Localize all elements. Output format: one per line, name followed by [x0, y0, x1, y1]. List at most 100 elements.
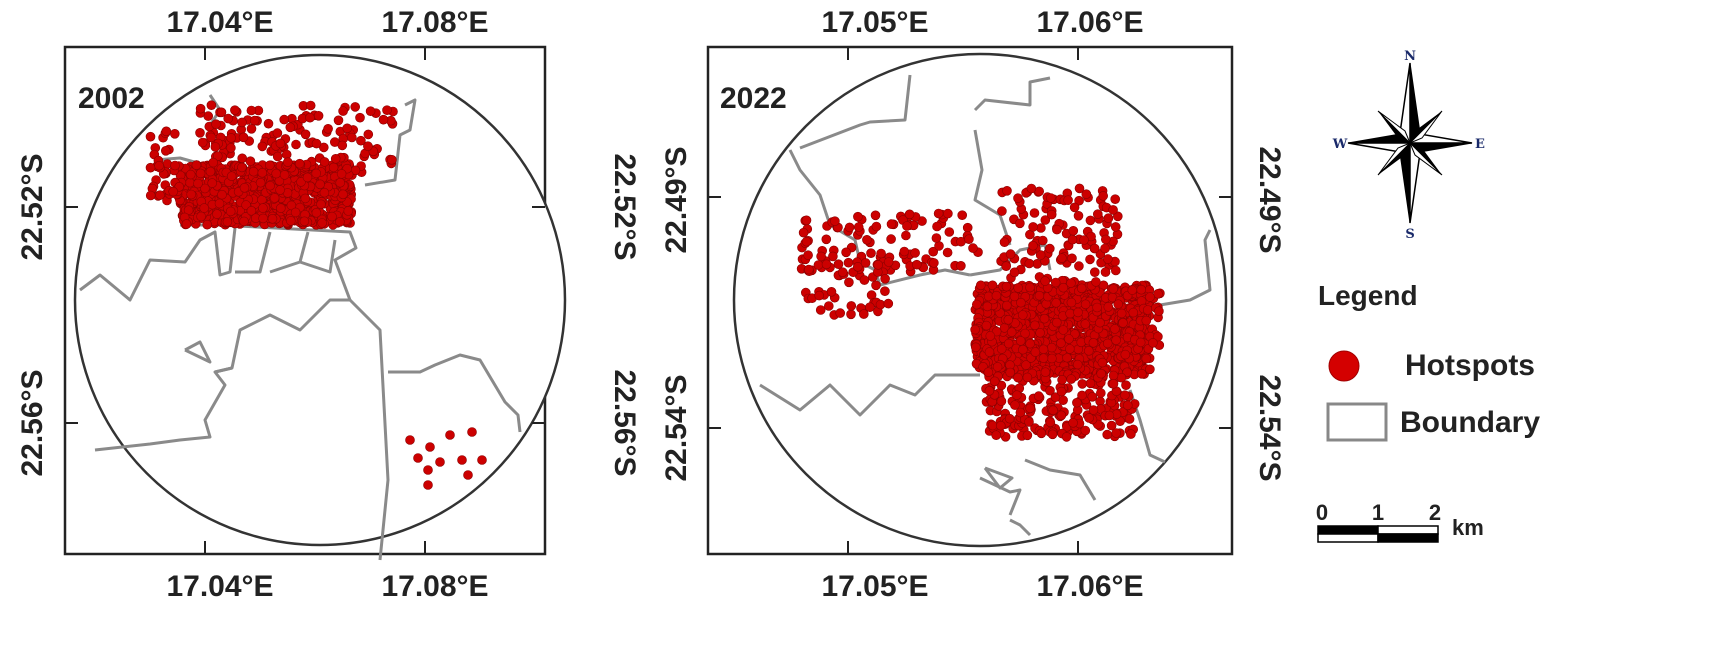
hotspot-point	[335, 217, 345, 227]
bottom-tick-label: 17.05°E	[821, 570, 928, 603]
hotspot-point	[275, 138, 286, 149]
hotspot-point	[1108, 370, 1119, 381]
panel-year-label: 2022	[720, 82, 787, 115]
hotspot-point	[929, 258, 939, 268]
hotspot-point	[1108, 284, 1119, 294]
hotspot-point	[1010, 400, 1020, 410]
hotspot-point	[1067, 253, 1077, 264]
hotspot-point	[870, 210, 881, 221]
hotspot-point	[343, 206, 354, 216]
hotspot-point	[279, 114, 290, 125]
hotspot-point	[987, 280, 998, 291]
boundary-swatch-icon	[1326, 402, 1388, 442]
hotspot-point	[931, 233, 942, 243]
hotspot-point	[1021, 360, 1031, 370]
hotspot-point	[239, 183, 250, 193]
scale-label: 2	[1429, 500, 1441, 525]
hotspot-point	[335, 177, 346, 188]
hotspot-point	[815, 305, 826, 315]
top-tick-label: 17.08°E	[381, 6, 488, 39]
hotspot-point	[1050, 277, 1061, 288]
hotspot-point	[1101, 234, 1111, 245]
hotspot-point	[275, 203, 286, 213]
hotspot-point	[300, 129, 311, 140]
compass-w-label: W	[1332, 137, 1348, 152]
hotspot-point	[1062, 352, 1072, 363]
hotspot-point	[467, 427, 477, 437]
hotspot-point	[1100, 243, 1110, 254]
hotspot-point	[193, 178, 203, 189]
hotspot-point	[860, 258, 871, 268]
hotspot-point	[257, 168, 268, 178]
hotspot-point	[999, 237, 1010, 247]
hotspot-point	[1088, 337, 1099, 348]
hotspot-point	[195, 103, 206, 114]
hotspot-point	[275, 185, 285, 195]
hotspot-point	[170, 129, 180, 139]
hotspot-point	[1045, 385, 1055, 396]
hotspot-point	[1068, 226, 1079, 236]
hotspot-point	[222, 217, 233, 227]
hotspot-point	[206, 132, 216, 143]
hotspot-point	[185, 169, 196, 180]
hotspot-point	[928, 246, 939, 257]
hotspot-point	[1024, 258, 1035, 269]
hotspot-point	[1056, 386, 1067, 397]
hotspot-point	[248, 166, 259, 177]
hotspot-point	[365, 106, 376, 116]
hotspot-point	[1052, 224, 1062, 235]
hotspot-point	[225, 206, 236, 217]
hotspot-point	[1097, 357, 1108, 368]
hotspot-point	[319, 187, 330, 198]
hotspot-point	[249, 115, 260, 126]
map-panel-2022: 2022 17.05°E 17.06°E 17.05°E 17.06°E 22.…	[660, 6, 1286, 603]
hotspot-point	[1036, 428, 1047, 439]
hotspot-point	[962, 222, 973, 233]
hotspot-point	[1091, 277, 1101, 287]
hotspot-point	[239, 216, 249, 227]
hotspot-point	[1120, 390, 1130, 401]
hotspot-point	[932, 221, 942, 232]
hotspot-point	[423, 465, 433, 475]
hotspot-point	[996, 396, 1007, 407]
hotspot-point	[823, 301, 834, 311]
hotspot-point	[356, 135, 366, 146]
hotspot-point	[267, 214, 278, 224]
hotspot-point	[1153, 331, 1163, 342]
hotspot-point	[1024, 417, 1034, 427]
hotspot-point	[1001, 281, 1012, 292]
hotspot-point	[1033, 391, 1044, 401]
hotspot-point	[1058, 325, 1069, 335]
hotspot-point	[971, 299, 982, 310]
hotspot-point	[1038, 235, 1048, 246]
hotspot-point	[200, 183, 210, 194]
hotspot-point	[206, 100, 217, 110]
hotspot-point	[378, 114, 389, 125]
hotspot-point	[858, 309, 869, 319]
bottom-tick-label: 17.08°E	[381, 570, 488, 603]
hotspot-point	[161, 126, 172, 137]
hotspot-point	[1124, 414, 1135, 424]
hotspot-point	[208, 157, 218, 168]
hotspot-point	[1048, 405, 1058, 416]
hotspot-point	[910, 248, 920, 258]
right-tick-label: 22.52°S	[608, 153, 641, 260]
hotspot-point	[1025, 338, 1035, 349]
hotspot-point	[311, 168, 322, 179]
hotspot-point	[1039, 313, 1050, 324]
hotspot-point	[942, 247, 953, 258]
hotspot-point	[1113, 211, 1123, 222]
hotspot-point	[305, 112, 315, 123]
hotspot-point	[1011, 390, 1022, 401]
hotspot-point	[168, 186, 178, 197]
hotspot-point	[1102, 338, 1113, 349]
hotspot-point	[1038, 353, 1049, 364]
hotspot-point	[1073, 307, 1083, 318]
scale-label: 1	[1372, 500, 1384, 525]
hotspot-point	[1085, 215, 1096, 226]
hotspot-point	[968, 243, 978, 253]
hotspot-point	[350, 102, 361, 112]
legend-item-label: Boundary	[1400, 406, 1540, 439]
hotspot-point	[873, 260, 884, 270]
hotspot-point	[1013, 193, 1023, 203]
